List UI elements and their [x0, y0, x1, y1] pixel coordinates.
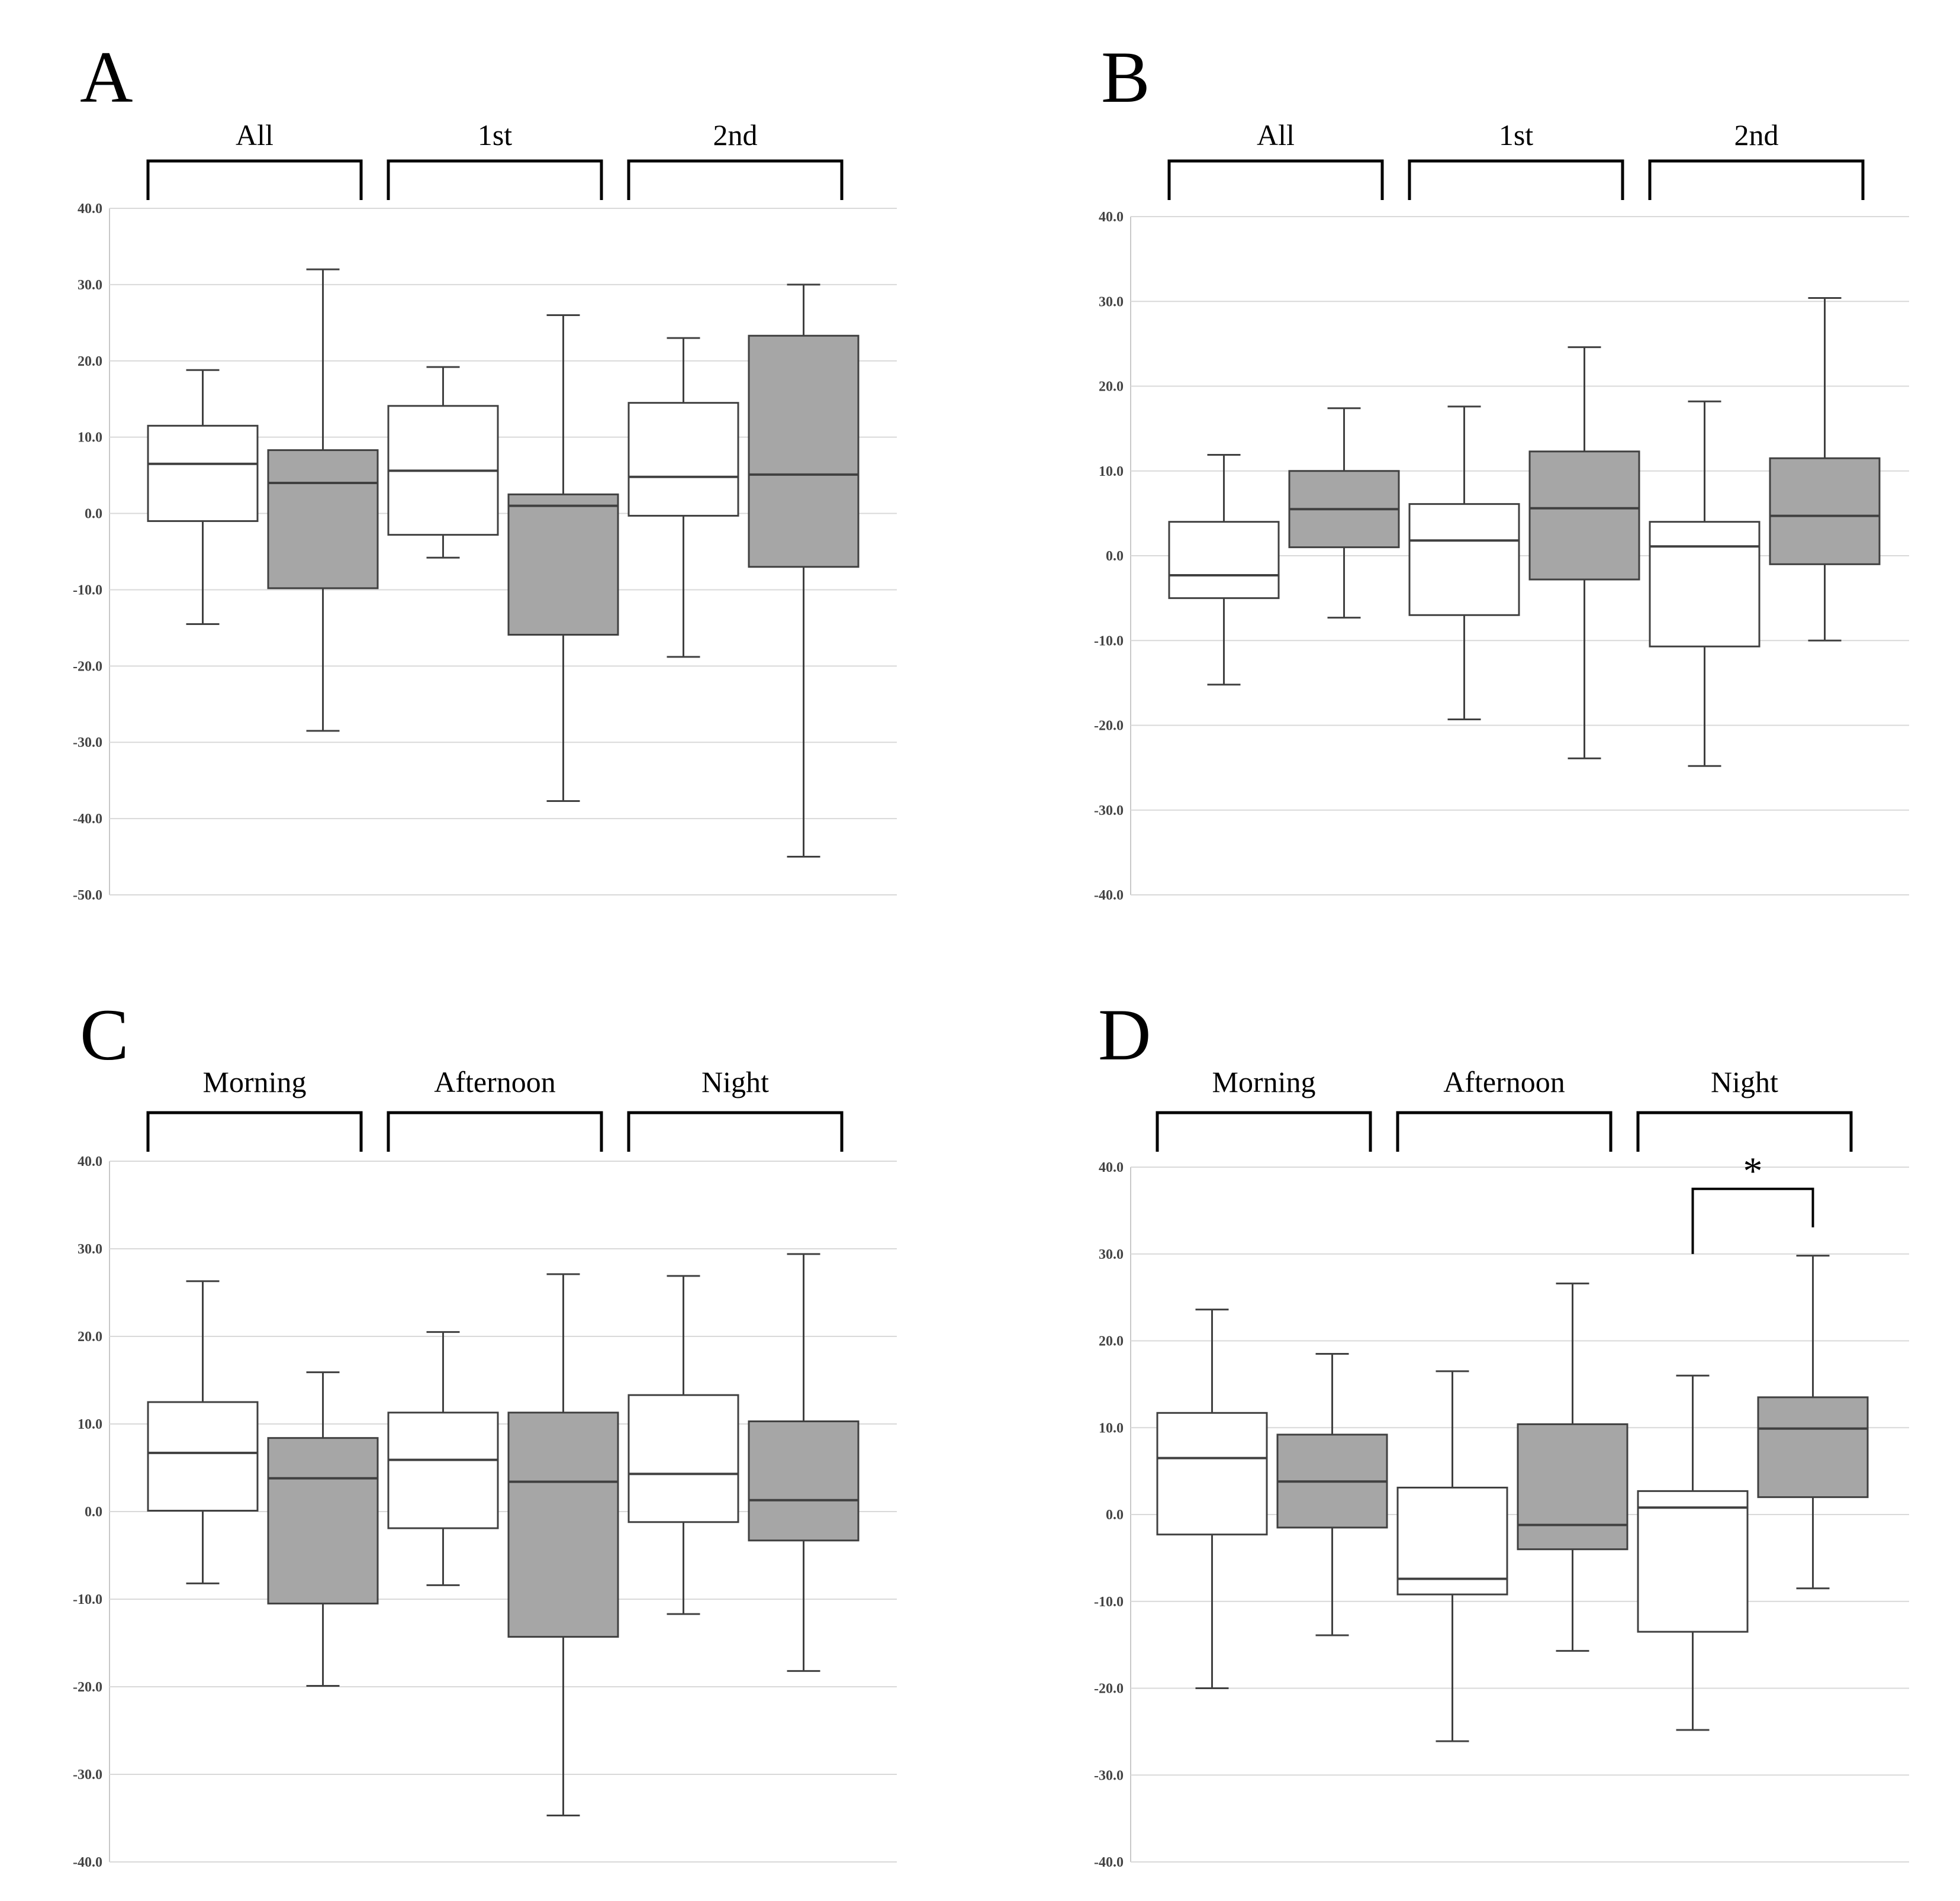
- panel-a-tick-label: -10.0: [73, 582, 102, 598]
- panel-c-tick-label: 10.0: [78, 1417, 102, 1432]
- panel-c-box-white: [387, 1412, 499, 1529]
- panel-d-group-label: Morning: [1212, 1065, 1316, 1098]
- panel-d-tick-label: 10.0: [1099, 1420, 1124, 1436]
- panel-a-group-label: All: [236, 118, 273, 152]
- panel-d-group-bracket: [1636, 1111, 1853, 1152]
- panel-b-box-gray: [1769, 457, 1881, 565]
- panel-letter-c: C: [80, 994, 129, 1075]
- panel-d-group-label: Night: [1711, 1065, 1778, 1098]
- panel-a-tick-label: 20.0: [78, 354, 102, 369]
- panel-b-group-label: All: [1257, 118, 1295, 152]
- panel-d-tick-label: -10.0: [1094, 1594, 1124, 1610]
- panel-c-tick-label: -20.0: [73, 1680, 102, 1695]
- panel-d-group-bracket: [1396, 1111, 1613, 1152]
- panel-c-tick-label: 0.0: [85, 1504, 102, 1520]
- panel-b-tick-label: -20.0: [1094, 718, 1124, 734]
- panel-a-tick-label: 10.0: [78, 430, 102, 446]
- panel-b-tick-label: -40.0: [1094, 888, 1124, 903]
- panel-b-box-white: [1649, 521, 1761, 647]
- panel-b-group-label: 2nd: [1734, 118, 1779, 152]
- panel-d-tick-label: 30.0: [1099, 1247, 1124, 1262]
- panel-a-tick-label: -20.0: [73, 659, 102, 674]
- panel-b-group-bracket: [1408, 159, 1624, 200]
- panel-b-group-label: 1st: [1499, 118, 1533, 152]
- panel-b-tick-label: 20.0: [1099, 379, 1124, 395]
- panel-c-box-white: [147, 1401, 259, 1512]
- panel-b-box-white: [1408, 503, 1520, 616]
- panel-b-tick-label: -10.0: [1094, 633, 1124, 649]
- panel-a-box-white: [627, 402, 739, 517]
- panel-a-tick-label: -30.0: [73, 735, 102, 750]
- panel-d-group-label: Afternoon: [1443, 1065, 1565, 1098]
- panel-a-tick-label: 0.0: [85, 507, 102, 522]
- panel-b-tick-label: 40.0: [1099, 210, 1124, 225]
- panel-b-box-gray: [1528, 450, 1640, 581]
- panel-c-tick-label: -40.0: [73, 1855, 102, 1870]
- panel-a-group-label: 2nd: [713, 118, 758, 152]
- panel-d-box-gray: [1517, 1423, 1628, 1551]
- panel-b-tick-label: -30.0: [1094, 803, 1124, 819]
- panel-a-group-bracket: [387, 159, 603, 200]
- panel-b-tick-label: 0.0: [1106, 549, 1124, 564]
- panel-letter-d: D: [1098, 994, 1151, 1075]
- panel-b-tick-label: 10.0: [1099, 464, 1124, 479]
- panel-c-box-gray: [267, 1437, 379, 1604]
- panel-c-box-gray: [507, 1412, 619, 1638]
- panel-c-group-bracket: [146, 1111, 363, 1152]
- panel-b-group-bracket: [1167, 159, 1384, 200]
- panel-d-chart: 40.0 30.0 20.0 10.0 0.0 -10.0 -20.0 -30.0 -40.0 M…: [1094, 1065, 1909, 1870]
- panel-d-box-white: [1396, 1487, 1508, 1596]
- panel-a-box-white: [147, 424, 259, 522]
- panel-c-tick-label: -30.0: [73, 1767, 102, 1783]
- panel-b-tick-label: 30.0: [1099, 294, 1124, 310]
- panel-c-tick-label: 20.0: [78, 1329, 102, 1345]
- panel-c-chart: 40.0 30.0 20.0 10.0 0.0 -10.0 -20.0 -30.0 -40.0 M…: [73, 1065, 897, 1870]
- panel-d-group-bracket: [1156, 1111, 1372, 1152]
- panel-a-group-label: 1st: [478, 118, 512, 152]
- panel-d-box-white: [1637, 1490, 1749, 1633]
- panel-letter-a: A: [80, 37, 133, 118]
- panel-c-group-label: Night: [701, 1065, 769, 1098]
- panel-c-group-bracket: [627, 1111, 844, 1152]
- panel-c-tick-label: 30.0: [78, 1242, 102, 1257]
- panel-c-tick-label: 40.0: [78, 1154, 102, 1169]
- panel-d-box-gray: [1757, 1396, 1869, 1499]
- panel-c-group-label: Afternoon: [434, 1065, 556, 1098]
- panel-a-chart: 40.0 30.0 20.0 10.0 0.0 -10.0 -20.0 -30.0 -40.0 -…: [73, 118, 897, 903]
- panel-a-box-gray: [267, 449, 379, 589]
- panel-d-tick-label: -40.0: [1094, 1855, 1124, 1870]
- panel-d-box-white: [1156, 1412, 1268, 1536]
- panel-a-tick-label: 40.0: [78, 201, 102, 217]
- panel-d-significance-bracket: [1691, 1187, 1814, 1254]
- panel-c-tick-label: -10.0: [73, 1592, 102, 1607]
- panel-d-tick-label: 20.0: [1099, 1334, 1124, 1349]
- panel-d-significance-label: *: [1743, 1150, 1763, 1193]
- panel-c-box-gray: [748, 1420, 860, 1542]
- panel-d-tick-label: -20.0: [1094, 1681, 1124, 1697]
- panel-d-tick-label: -30.0: [1094, 1768, 1124, 1783]
- panel-c-group-label: Morning: [203, 1065, 307, 1098]
- panel-a-group-bracket: [627, 159, 844, 200]
- panel-c-box-white: [627, 1394, 739, 1523]
- panel-a-box-gray: [507, 493, 619, 636]
- panel-b-box-white: [1168, 521, 1280, 600]
- panel-a-box-gray: [748, 334, 860, 568]
- panel-a-tick-label: -40.0: [73, 811, 102, 827]
- panel-letter-b: B: [1101, 37, 1150, 118]
- panel-c-group-bracket: [387, 1111, 603, 1152]
- panel-d-tick-label: 0.0: [1106, 1507, 1124, 1523]
- panel-a-tick-label: -50.0: [73, 888, 102, 903]
- panel-d-tick-label: 40.0: [1099, 1160, 1124, 1175]
- panel-a-tick-label: 30.0: [78, 278, 102, 293]
- panel-b-group-bracket: [1648, 159, 1865, 200]
- panel-a-group-bracket: [146, 159, 363, 200]
- panel-b-chart: 40.0 30.0 20.0 10.0 0.0 -10.0 -20.0 -30.0 -40.0 A…: [1094, 118, 1909, 903]
